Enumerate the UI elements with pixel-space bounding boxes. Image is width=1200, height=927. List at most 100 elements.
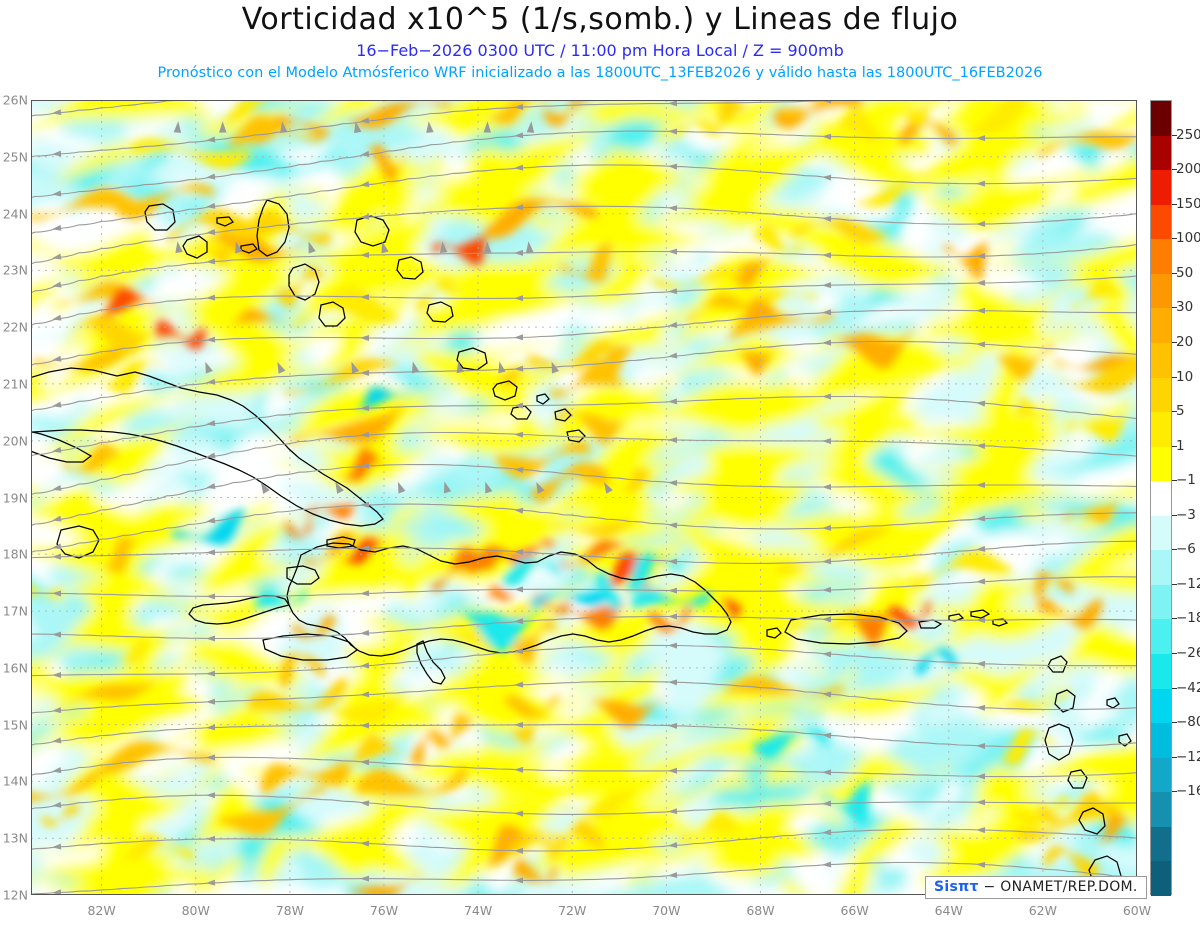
vorticity-shading (824, 107, 885, 144)
vorticity-shading (733, 609, 831, 668)
vorticity-shading (850, 302, 968, 332)
vorticity-shading (302, 532, 358, 565)
streamline-arrow (206, 792, 216, 799)
vorticity-core (753, 727, 829, 760)
streamline-arrow (206, 258, 216, 265)
streamline-arrow (206, 835, 216, 842)
streamline-arrow (976, 704, 986, 711)
vorticity-shading (631, 116, 796, 176)
streamline-arrow (483, 241, 492, 253)
vorticity-shading (492, 858, 665, 894)
vorticity-shading (31, 317, 102, 388)
vorticity-shading (289, 156, 451, 236)
vorticity-shading (265, 315, 378, 373)
streamline-arrow (360, 252, 370, 258)
vorticity-shading (33, 345, 141, 371)
y-axis-label: 17N (2, 603, 28, 619)
streamline-arrow (668, 613, 678, 620)
vorticity-shading (909, 549, 1012, 590)
y-axis-label: 21N (2, 376, 28, 392)
colorbar-band (1151, 135, 1171, 171)
streamline-arrow (668, 321, 678, 328)
vorticity-core (357, 386, 409, 415)
logo-prefix: Sis (934, 879, 959, 895)
colorbar-band (1151, 792, 1171, 827)
streamline-arrow (976, 545, 986, 552)
vorticity-shading (510, 619, 557, 666)
vorticity-shading (1013, 797, 1070, 829)
colorbar-tick-mark (1172, 238, 1177, 240)
vorticity-shading (705, 391, 904, 472)
vorticity-shading (738, 345, 780, 376)
streamline-arrow (52, 281, 62, 288)
vorticity-shading (551, 520, 637, 537)
vorticity-shading (31, 100, 211, 131)
colorbar-tick-mark (1172, 169, 1177, 171)
streamline-arrow (668, 808, 678, 815)
vorticity-shading (1022, 387, 1131, 418)
provider-logo: Sisπτ − ONAMET/REP.DOM. (925, 876, 1147, 899)
colorbar[interactable] (1150, 100, 1172, 896)
streamline-arrow (206, 549, 216, 556)
vorticity-shading (262, 382, 320, 434)
vorticity-shading (384, 275, 639, 356)
y-axis-label: 15N (2, 717, 28, 733)
vorticity-shading (345, 734, 405, 767)
vorticity-shading (992, 238, 1137, 274)
streamline (31, 503, 1137, 553)
vorticity-map (31, 100, 1137, 895)
vorticity-shading (215, 750, 273, 799)
streamline-arrow (443, 481, 452, 494)
x-axis-label: 82W (87, 903, 116, 918)
streamline-arrow (206, 229, 216, 235)
streamline-arrow (514, 549, 524, 556)
streamline-arrow (360, 501, 370, 508)
vorticity-shading (31, 869, 193, 895)
streamline-arrow (483, 121, 492, 133)
streamline-arrow (206, 136, 216, 143)
colorbar-tick-label: 30 (1176, 299, 1194, 316)
vorticity-shading (71, 314, 154, 353)
colorbar-tick-label: −160 (1176, 783, 1200, 800)
streamline-arrow (360, 405, 370, 412)
vorticity-shading (267, 384, 445, 448)
streamline-arrow (514, 721, 524, 728)
streamline-arrow (277, 361, 286, 374)
streamline-arrow (976, 515, 986, 522)
streamline-arrow (206, 378, 216, 385)
streamline-arrow (354, 121, 362, 134)
logo-symbol: πτ (958, 879, 979, 895)
x-axis-label: 60W (1122, 903, 1152, 918)
colorbar-tick-mark (1172, 687, 1177, 689)
vorticity-shading (350, 100, 452, 129)
vorticity-shading (195, 242, 233, 266)
streamline-arrow (604, 482, 613, 494)
colorbar-band (1151, 757, 1171, 793)
colorbar-band (1151, 412, 1171, 447)
vorticity-shading (961, 100, 1029, 134)
vorticity-shading (718, 257, 774, 288)
y-axis-label: 14N (2, 773, 28, 789)
streamline (31, 828, 1137, 852)
vorticity-shading (31, 586, 63, 598)
streamline-arrow (822, 252, 832, 259)
y-axis-label: 24N (2, 206, 28, 222)
vorticity-shading (986, 811, 1137, 879)
streamline-arrow (822, 309, 832, 316)
vorticity-shading (739, 329, 845, 361)
streamline-arrow (976, 743, 986, 750)
streamline-arrow (668, 100, 678, 107)
streamline-arrow (206, 517, 216, 524)
vorticity-shading (62, 443, 120, 472)
colorbar-tick-label: −6 (1176, 541, 1196, 558)
vorticity-shading (132, 139, 250, 169)
streamline-arrow (52, 543, 62, 550)
colorbar-tick-mark (1172, 307, 1177, 309)
vorticity-shading (915, 110, 1137, 196)
streamline-arrow (976, 400, 986, 407)
vorticity-shading (228, 114, 322, 148)
vorticity-shading (125, 833, 195, 862)
vorticity-shading (755, 461, 922, 523)
streamline-arrow (822, 651, 832, 658)
vorticity-shading (191, 855, 245, 895)
